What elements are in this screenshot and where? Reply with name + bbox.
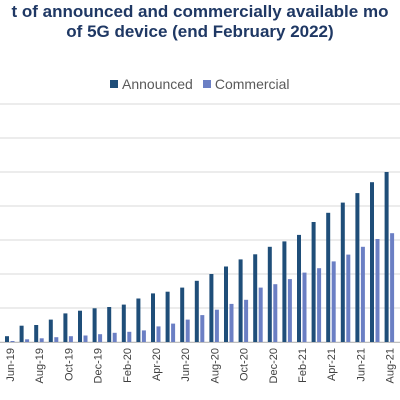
bar-announced-jun-19 — [5, 336, 9, 342]
x-tick-label: Oct-19 — [63, 348, 75, 381]
bar-commercial-jan-20 — [112, 332, 117, 342]
bar-announced-jan-21 — [282, 241, 287, 342]
bar-announced-sep-20 — [224, 266, 228, 342]
bar-commercial-apr-20 — [156, 326, 161, 342]
bar-announced-jan-20 — [107, 307, 112, 342]
bar-commercial-jan-21 — [287, 279, 292, 342]
bar-commercial-jun-20 — [185, 319, 190, 342]
bar-announced-feb-21 — [297, 234, 301, 342]
legend-label-announced: Announced — [122, 76, 193, 92]
x-tick-label: Oct-20 — [239, 348, 251, 381]
bar-commercial-nov-20 — [258, 287, 263, 342]
bar-announced-nov-19 — [78, 310, 82, 342]
bar-commercial-sep-19 — [54, 337, 59, 342]
x-tick-label: Jun-21 — [355, 348, 367, 382]
bar-announced-sep-19 — [48, 319, 53, 342]
x-tick-label: Jun-20 — [180, 348, 192, 382]
bar-announced-mar-20 — [136, 298, 141, 342]
bar-announced-jul-21 — [370, 182, 374, 342]
x-tick-label: Aug-20 — [209, 348, 221, 383]
bar-commercial-dec-20 — [273, 284, 278, 342]
bar-commercial-aug-20 — [214, 309, 219, 342]
bar-announced-may-20 — [165, 291, 170, 342]
x-tick-label: Aug-19 — [34, 348, 46, 383]
bar-commercial-oct-19 — [68, 336, 73, 342]
bar-commercial-aug-21 — [390, 233, 395, 342]
chart-title-line1: t of announced and commercially availabl… — [11, 2, 389, 21]
bar-announced-mar-21 — [311, 222, 316, 342]
bar-commercial-jul-19 — [25, 339, 30, 342]
bar-announced-oct-20 — [238, 259, 243, 342]
x-tick-label: Dec-19 — [93, 348, 105, 383]
bar-commercial-jul-20 — [200, 315, 205, 342]
bar-commercial-jun-19 — [10, 341, 15, 342]
x-tick-label: Feb-20 — [122, 348, 134, 383]
bar-announced-aug-20 — [209, 274, 214, 342]
x-tick-label: Aug-21 — [385, 348, 397, 383]
bar-commercial-mar-21 — [317, 268, 322, 342]
x-tick-label: Apr-20 — [151, 348, 163, 381]
x-tick-label: Apr-21 — [326, 348, 338, 381]
bar-announced-aug-19 — [34, 325, 39, 342]
chart-title-line2: of 5G device (end February 2022) — [66, 22, 334, 41]
bar-commercial-aug-19 — [39, 338, 44, 342]
bar-commercial-jun-21 — [360, 246, 365, 342]
legend-item-commercial: Commercial — [202, 76, 290, 92]
bar-commercial-sep-20 — [229, 303, 234, 342]
bar-announced-jun-21 — [355, 193, 360, 342]
bar-announced-dec-20 — [267, 246, 272, 342]
bar-commercial-apr-21 — [331, 261, 336, 342]
bar-announced-feb-20 — [121, 304, 126, 342]
bar-commercial-nov-19 — [83, 335, 88, 342]
legend-item-announced: Announced — [110, 76, 193, 92]
bar-announced-jun-20 — [180, 287, 185, 342]
bar-announced-jul-19 — [19, 325, 24, 342]
bar-announced-dec-19 — [92, 308, 97, 342]
bar-announced-nov-20 — [253, 254, 258, 342]
bar-commercial-may-21 — [346, 254, 351, 342]
bar-announced-oct-19 — [63, 313, 68, 342]
bar-commercial-jul-21 — [375, 239, 380, 342]
x-tick-label: Dec-20 — [268, 348, 280, 383]
bar-announced-may-21 — [340, 202, 345, 342]
bar-commercial-mar-20 — [141, 330, 146, 342]
legend-label-commercial: Commercial — [214, 76, 290, 92]
bar-announced-aug-21 — [384, 172, 389, 342]
bar-announced-jul-20 — [194, 280, 199, 342]
legend-swatch-commercial — [202, 80, 211, 88]
legend-swatch-announced — [110, 80, 118, 88]
legend: Announced Commercial — [110, 75, 300, 93]
bar-commercial-may-20 — [171, 323, 176, 342]
x-tick-label: Feb-21 — [297, 348, 309, 383]
x-tick-label: Jun-19 — [5, 348, 17, 382]
bar-commercial-dec-19 — [98, 334, 103, 342]
bar-announced-apr-21 — [326, 212, 331, 342]
bar-commercial-feb-21 — [302, 272, 307, 342]
bar-commercial-feb-20 — [127, 331, 132, 342]
bar-announced-apr-20 — [151, 293, 155, 342]
bar-commercial-oct-20 — [244, 299, 249, 342]
